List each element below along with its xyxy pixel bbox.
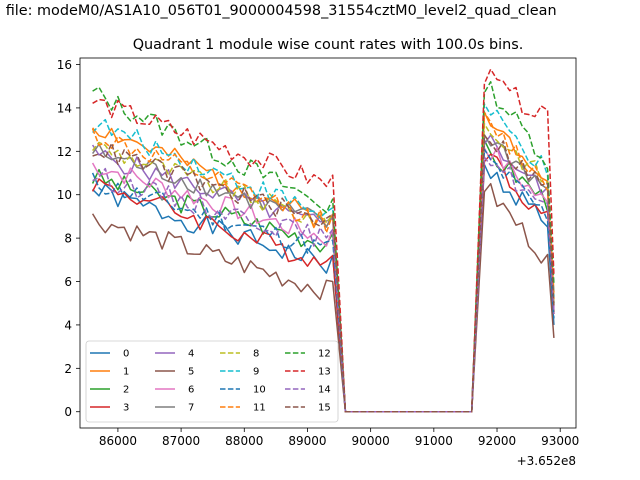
series-lines bbox=[91, 68, 555, 413]
legend-label-15: 15 bbox=[318, 403, 331, 414]
y-tick-label: 2 bbox=[64, 362, 72, 376]
legend-label-3: 3 bbox=[123, 403, 129, 414]
x-tick-label: 88000 bbox=[225, 434, 263, 448]
series-line-6 bbox=[91, 146, 555, 413]
x-tick-label: 87000 bbox=[162, 434, 200, 448]
y-tick-label: 10 bbox=[57, 188, 72, 202]
series-line-3 bbox=[91, 153, 555, 413]
y-tick-label: 6 bbox=[64, 275, 72, 289]
x-axis: 86000 87000 88000 89000 90000 91000 92000 93000 bbox=[99, 428, 579, 448]
series-line-7 bbox=[91, 134, 555, 413]
x-tick-label: 93000 bbox=[541, 434, 579, 448]
y-tick-label: 12 bbox=[57, 145, 72, 159]
legend-frame bbox=[85, 340, 339, 423]
legend-label-10: 10 bbox=[253, 385, 266, 396]
y-tick-label: 4 bbox=[64, 318, 72, 332]
figure-suptitle: n file: modeM0/AS1A10_056T01_9000004598_… bbox=[0, 3, 557, 19]
legend-label-4: 4 bbox=[188, 349, 194, 360]
x-offset-label: +3.652e8 bbox=[517, 454, 576, 468]
x-tick-label: 90000 bbox=[352, 434, 390, 448]
series-line-5 bbox=[91, 182, 555, 413]
series-line-10 bbox=[91, 148, 555, 413]
y-axis: 0 2 4 6 8 10 12 14 16 bbox=[57, 58, 80, 419]
y-tick-label: 14 bbox=[57, 101, 72, 115]
chart-title: Quadrant 1 module wise count rates with … bbox=[133, 37, 524, 53]
legend-label-11: 11 bbox=[253, 403, 266, 414]
series-line-15 bbox=[92, 134, 555, 413]
legend-label-8: 8 bbox=[253, 349, 259, 360]
legend-label-9: 9 bbox=[253, 367, 259, 378]
legend-label-12: 12 bbox=[318, 349, 331, 360]
axes-frame bbox=[79, 57, 577, 429]
series-line-14 bbox=[92, 156, 555, 413]
series-line-9 bbox=[92, 103, 555, 413]
series-line-11 bbox=[91, 111, 555, 413]
legend-label-7: 7 bbox=[188, 403, 194, 414]
legend-label-13: 13 bbox=[318, 367, 331, 378]
series-line-8 bbox=[92, 123, 555, 413]
legend-label-5: 5 bbox=[188, 367, 194, 378]
x-tick-label: 91000 bbox=[415, 434, 453, 448]
x-tick-label: 92000 bbox=[478, 434, 516, 448]
legend-label-6: 6 bbox=[188, 385, 194, 396]
legend-label-2: 2 bbox=[123, 385, 129, 396]
legend-label-14: 14 bbox=[318, 385, 331, 396]
series-line-12 bbox=[92, 81, 555, 413]
x-tick-label: 86000 bbox=[99, 434, 137, 448]
series-line-13 bbox=[92, 68, 555, 413]
x-tick-label: 89000 bbox=[288, 434, 326, 448]
legend-label-1: 1 bbox=[123, 367, 129, 378]
y-tick-label: 8 bbox=[64, 232, 72, 246]
legend-label-0: 0 bbox=[123, 349, 129, 360]
y-tick-label: 0 bbox=[64, 405, 72, 419]
y-tick-label: 16 bbox=[57, 58, 72, 72]
series-line-0 bbox=[92, 163, 555, 413]
